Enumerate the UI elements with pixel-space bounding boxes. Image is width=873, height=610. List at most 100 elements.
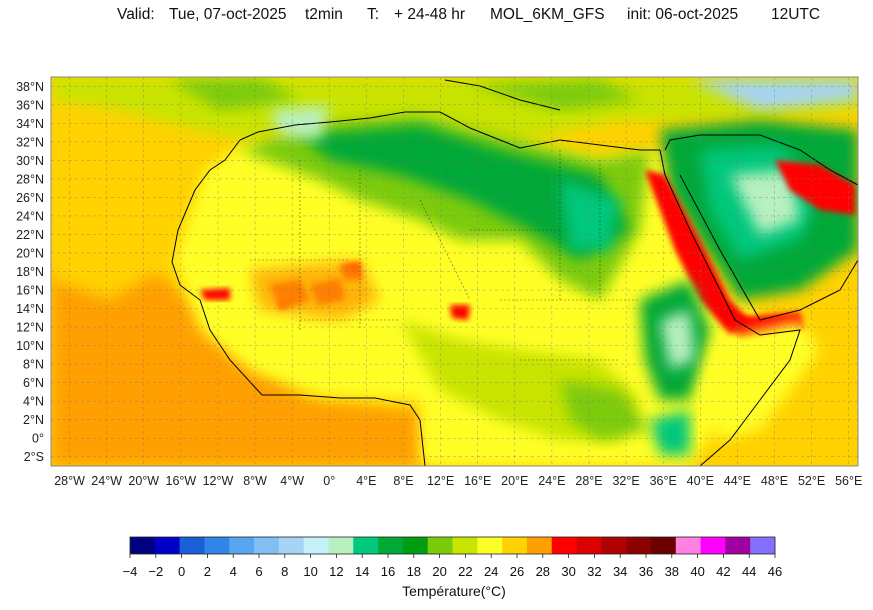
legend-swatch (725, 537, 751, 554)
lon-tick-label: 24°E (538, 474, 565, 488)
coastlines (171, 79, 858, 466)
lat-tick-label: 18°N (16, 265, 44, 279)
color-legend: −4 −2 0 2 4 6 8 10 12 14 16 18 20 22 24 26 28 30 32 34 36 38 4… (123, 536, 782, 579)
lon-tick-label: 4°E (356, 474, 376, 488)
legend-swatch (477, 537, 503, 554)
legend-swatch (328, 537, 354, 554)
lon-tick-label: 40°E (687, 474, 714, 488)
lat-tick-label: 20°N (16, 246, 44, 260)
legend-tick-label: 38 (665, 564, 679, 579)
legend-tick-label: 22 (458, 564, 472, 579)
lat-tick-label: 16°N (16, 284, 44, 298)
legend-tick-label: 12 (329, 564, 343, 579)
lat-tick-label: 22°N (16, 228, 44, 242)
legend-frame (129, 536, 776, 555)
legend-tick-label: 40 (690, 564, 704, 579)
legend-swatch (179, 537, 205, 554)
legend-swatch (254, 537, 280, 554)
t-label: T: (367, 6, 380, 23)
lat-tick-label: 30°N (16, 154, 44, 168)
legend-swatch (402, 537, 428, 554)
legend-tick-label: 16 (381, 564, 395, 579)
legend-swatch (626, 537, 652, 554)
lat-tick-label: 2°N (23, 413, 44, 427)
lon-tick-label: 24°W (91, 474, 122, 488)
lat-tick-label: 28°N (16, 172, 44, 186)
lat-tick-label: 24°N (16, 209, 44, 223)
lon-tick-label: 8°W (243, 474, 267, 488)
legend-tick-label: 20 (432, 564, 446, 579)
legend-tick-label: 44 (742, 564, 756, 579)
lat-tick-label: 26°N (16, 191, 44, 205)
legend-swatch (502, 537, 528, 554)
lat-tick-label: 36°N (16, 98, 44, 112)
legend-swatch (452, 537, 478, 554)
lon-tick-label: 12°W (203, 474, 234, 488)
lat-tick-label: 12°N (16, 321, 44, 335)
init-date: init: 06-oct-2025 (627, 6, 739, 23)
lat-tick-label: 10°N (16, 339, 44, 353)
lon-tick-label: 28°W (54, 474, 85, 488)
map-header: Valid: Tue, 07-oct-2025 t2min T: + 24-48… (0, 6, 873, 28)
legend-tick-label: 26 (510, 564, 524, 579)
legend-tick-label: 30 (561, 564, 575, 579)
lon-tick-label: 48°E (761, 474, 788, 488)
legend-swatch (601, 537, 627, 554)
model-name: MOL_6KM_GFS (490, 6, 605, 23)
legend-swatch (154, 537, 180, 554)
graticule (51, 77, 858, 466)
legend-swatch (675, 537, 701, 554)
lon-tick-label: 20°E (501, 474, 528, 488)
lon-tick-label: 16°E (464, 474, 491, 488)
legend-swatch (278, 537, 304, 554)
legend-tick-label: −4 (123, 564, 138, 579)
lat-tick-label: 6°N (23, 376, 44, 390)
legend-swatch (526, 537, 553, 554)
legend-tick-label: 28 (536, 564, 550, 579)
legend-tick-label: 4 (230, 564, 237, 579)
lon-tick-label: 56°E (835, 474, 862, 488)
legend-title: Température(°C) (402, 583, 506, 599)
lon-tick-label: 8°E (393, 474, 413, 488)
lat-tick-label: 2°S (24, 450, 44, 464)
lat-tick-label: 34°N (16, 117, 44, 131)
lon-tick-label: 36°E (650, 474, 677, 488)
lon-tick-label: 44°E (724, 474, 751, 488)
lon-tick-label: 0° (323, 474, 335, 488)
lat-tick-label: 4°N (23, 395, 44, 409)
lat-tick-label: 38°N (16, 80, 44, 94)
lon-tick-label: 16°W (166, 474, 197, 488)
legend-tick-label: 18 (407, 564, 421, 579)
forecast-range: + 24-48 hr (394, 6, 466, 23)
legend-swatch (378, 537, 404, 554)
latitude-labels: 38°N 36°N 34°N 32°N 30°N 28°N 26°N 24°N 22°N 20°N… (16, 80, 44, 464)
lat-tick-label: 14°N (16, 302, 44, 316)
variable-name: t2min (305, 6, 343, 23)
legend-swatch (551, 537, 577, 554)
legend-swatch (130, 537, 156, 554)
legend-swatch (229, 537, 255, 554)
legend-tick-label: 42 (716, 564, 730, 579)
map-frame (50, 76, 859, 467)
legend-swatch (750, 537, 776, 554)
legend-tick-label: 6 (255, 564, 262, 579)
valid-date: Tue, 07-oct-2025 (169, 6, 287, 23)
legend-tick-label: 2 (204, 564, 211, 579)
legend-tick-label: 0 (178, 564, 185, 579)
valid-label: Valid: (117, 6, 155, 23)
legend-tick-label: 8 (281, 564, 288, 579)
legend-tick-label: 46 (768, 564, 782, 579)
legend-tick-label: −2 (148, 564, 163, 579)
legend-tick-label: 14 (355, 564, 369, 579)
lat-tick-label: 8°N (23, 358, 44, 372)
lon-tick-label: 52°E (798, 474, 825, 488)
legend-swatch (353, 537, 379, 554)
legend-tick-label: 32 (587, 564, 601, 579)
legend-swatch (700, 537, 726, 554)
lon-tick-label: 32°E (612, 474, 639, 488)
legend-tick-label: 10 (303, 564, 317, 579)
legend-swatch (427, 537, 453, 554)
lon-tick-label: 20°W (128, 474, 159, 488)
longitude-labels: 28°W 24°W 20°W 16°W 12°W 8°W 4°W 0° 4°E 8°E 12°E 16… (54, 474, 862, 488)
